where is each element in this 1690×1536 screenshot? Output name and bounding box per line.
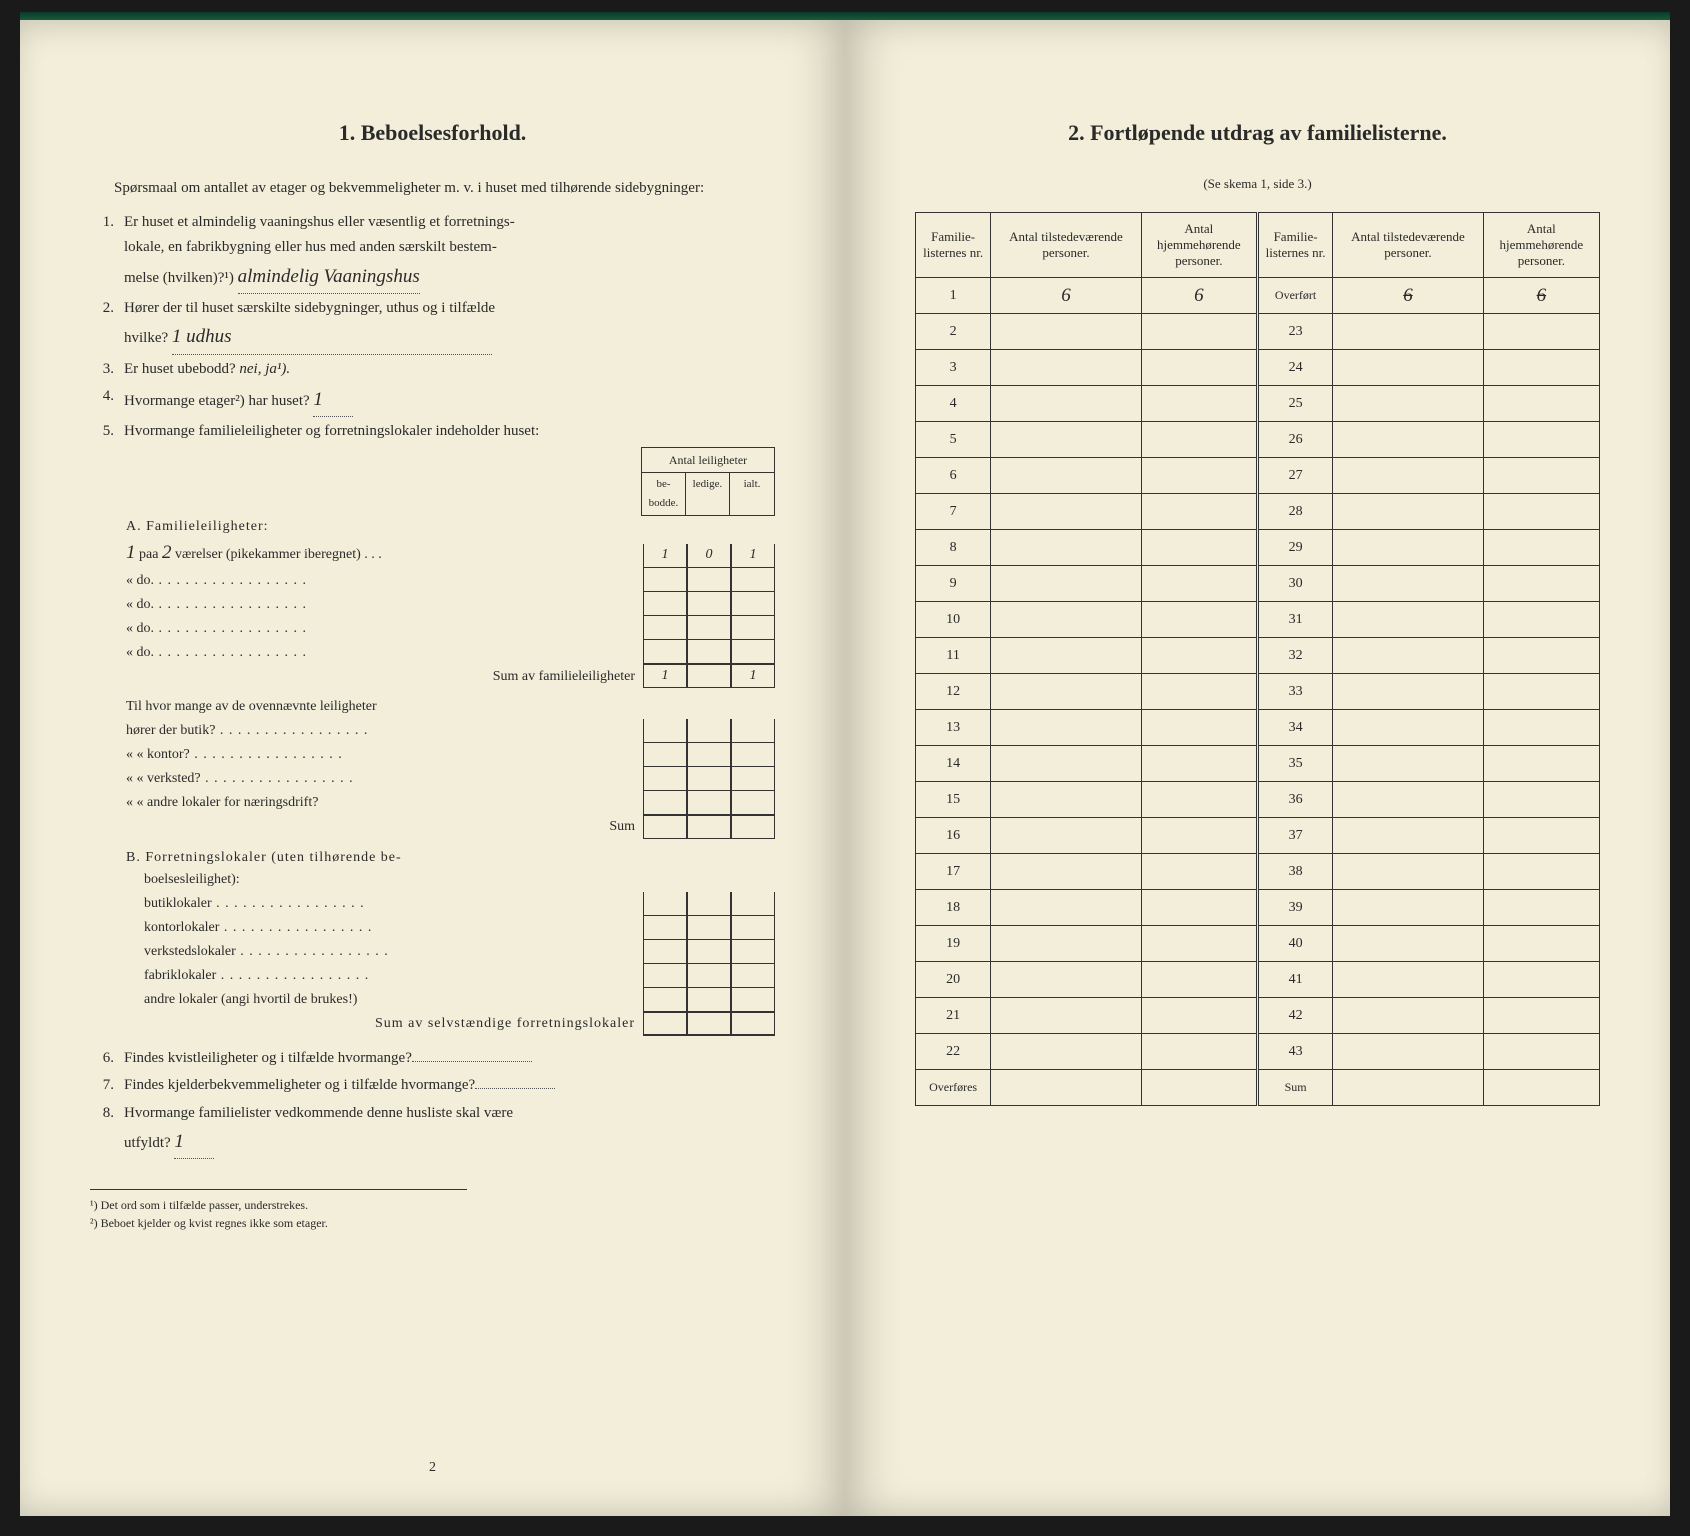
table-row: 627 xyxy=(916,458,1600,494)
q3: 3. Er huset ubebodd? nei, ja¹). xyxy=(90,357,775,383)
intro-text: Spørsmaal om antallet av etager og bekve… xyxy=(90,176,775,202)
section-a: A. Familieleiligheter: 1 paa 2 værelser … xyxy=(126,516,775,1036)
book-spread: 1. Beboelsesforhold. Spørsmaal om antall… xyxy=(20,20,1670,1516)
family-list-table: Familie- listernes nr. Antal tilstedevær… xyxy=(915,212,1600,1106)
table-row: 1536 xyxy=(916,782,1600,818)
table-row: 1334 xyxy=(916,710,1600,746)
q6: 6. Findes kvistleiligheter og i tilfælde… xyxy=(90,1046,775,1072)
section-2-title: 2. Fortløpende utdrag av familielisterne… xyxy=(915,120,1600,146)
q4: 4. Hvormange etager²) har huset? 1 xyxy=(90,384,775,417)
table-row: 930 xyxy=(916,566,1600,602)
q4-handwriting: 1 xyxy=(313,384,353,417)
table-row: 223 xyxy=(916,314,1600,350)
table-row: 829 xyxy=(916,530,1600,566)
table-row: 425 xyxy=(916,386,1600,422)
table-row: 526 xyxy=(916,422,1600,458)
q2-handwriting: 1 udhus xyxy=(172,321,492,354)
a-row-1: 1 paa 2 værelser (pikekammer iberegnet) … xyxy=(126,538,775,568)
q7: 7. Findes kjelderbekvemmeligheter og i t… xyxy=(90,1073,775,1099)
page-number: 2 xyxy=(20,1460,845,1476)
right-page: 2. Fortløpende utdrag av familielisterne… xyxy=(845,20,1670,1516)
table-row: 1738 xyxy=(916,854,1600,890)
sum-a: Sum av familieleiligheter 1 1 xyxy=(126,664,775,688)
table-row: 1839 xyxy=(916,890,1600,926)
q8: 8. Hvormange familielister vedkommende d… xyxy=(90,1101,775,1160)
table-row: 1233 xyxy=(916,674,1600,710)
table-row: 1637 xyxy=(916,818,1600,854)
left-page: 1. Beboelsesforhold. Spørsmaal om antall… xyxy=(20,20,845,1516)
q5: 5. Hvormange familieleiligheter og forre… xyxy=(90,419,775,445)
question-list: 1. Er huset et almindelig vaaningshus el… xyxy=(90,210,775,1160)
q1: 1. Er huset et almindelig vaaningshus el… xyxy=(90,210,775,294)
table-row: 1940 xyxy=(916,926,1600,962)
table-row: 1031 xyxy=(916,602,1600,638)
table-row: 728 xyxy=(916,494,1600,530)
table-row: 2041 xyxy=(916,962,1600,998)
table-row: 166Overført66 xyxy=(916,278,1600,314)
antal-header: Antal leiligheter be- bodde. ledige. ial… xyxy=(90,447,775,516)
table-row: 2243 xyxy=(916,1034,1600,1070)
table-row: 1132 xyxy=(916,638,1600,674)
table-row: 324 xyxy=(916,350,1600,386)
q2: 2. Hører der til huset særskilte sidebyg… xyxy=(90,296,775,355)
section-2-sub: (Se skema 1, side 3.) xyxy=(915,176,1600,192)
footnotes: ¹) Det ord som i tilfælde passer, unders… xyxy=(90,1189,467,1232)
table-footer-row: OverføresSum xyxy=(916,1070,1600,1106)
q1-handwriting: almindelig Vaaningshus xyxy=(238,261,420,294)
table-row: 1435 xyxy=(916,746,1600,782)
section-1-title: 1. Beboelsesforhold. xyxy=(90,120,775,146)
table-row: 2142 xyxy=(916,998,1600,1034)
